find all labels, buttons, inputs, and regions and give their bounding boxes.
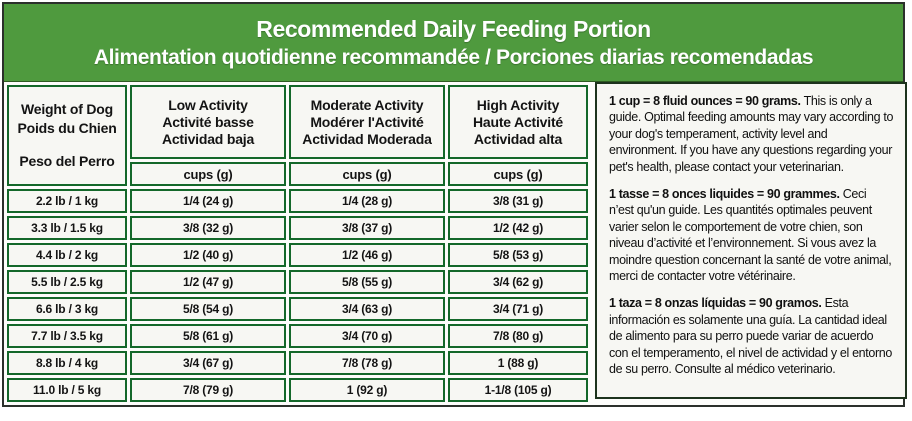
cell-moderate-activity: 1/2 (46 g) (289, 243, 445, 267)
moderate-activity-fr: Modérer l'Activité (310, 113, 424, 130)
note-english: 1 cup = 8 fluid ounces = 90 grams. This … (609, 93, 894, 175)
note-spanish: 1 taza = 8 onzas líquidas = 90 gramos. E… (609, 295, 894, 377)
banner: Recommended Daily Feeding Portion Alimen… (4, 4, 903, 82)
units-row: cups (g) cups (g) cups (g) (7, 162, 588, 186)
content-area: Weight of Dog Poids du Chien Peso del Pe… (4, 82, 907, 405)
note-english-lead: 1 cup = 8 fluid ounces = 90 grams. (609, 94, 801, 108)
header-row: Weight of Dog Poids du Chien Peso del Pe… (7, 85, 588, 186)
cell-weight: 5.5 lb / 2.5 kg (7, 270, 127, 294)
weight-header-es: Peso del Perro (19, 153, 115, 169)
cell-high-activity: 5/8 (53 g) (448, 243, 588, 267)
table-row: 3.3 lb / 1.5 kg 3/8 (32 g) 3/8 (37 g) 1/2 (… (7, 216, 588, 240)
low-activity-es: Actividad baja (161, 130, 255, 147)
banner-title-en: Recommended Daily Feeding Portion (256, 15, 651, 42)
cell-low-activity: 5/8 (61 g) (130, 324, 286, 348)
cell-moderate-activity: 1 (92 g) (289, 378, 445, 402)
notes-panel: 1 cup = 8 fluid ounces = 90 grams. This … (595, 82, 907, 399)
moderate-activity-es: Actividad Moderada (302, 130, 432, 147)
cell-weight: 7.7 lb / 3.5 kg (7, 324, 127, 348)
cell-weight: 3.3 lb / 1.5 kg (7, 216, 127, 240)
cell-low-activity: 5/8 (54 g) (130, 297, 286, 321)
cell-moderate-activity: 5/8 (55 g) (289, 270, 445, 294)
cell-low-activity: 3/8 (32 g) (130, 216, 286, 240)
cell-weight: 4.4 lb / 2 kg (7, 243, 127, 267)
feeding-guide-panel: Recommended Daily Feeding Portion Alimen… (2, 2, 907, 407)
table-row: 2.2 lb / 1 kg 1/4 (24 g) 1/4 (28 g) 3/8 (31… (7, 189, 588, 213)
column-header-low-activity: Low Activity Activité basse Actividad ba… (130, 85, 286, 159)
cell-high-activity: 3/4 (71 g) (448, 297, 588, 321)
cell-high-activity: 1/2 (42 g) (448, 216, 588, 240)
banner-title-fr-es: Alimentation quotidienne recommandée / P… (93, 45, 814, 69)
note-spanish-body: Esta información es solamente una guía. … (609, 296, 893, 377)
feeding-table: Weight of Dog Poids du Chien Peso del Pe… (4, 82, 591, 405)
weight-column-header: Weight of Dog Poids du Chien Peso del Pe… (7, 85, 127, 186)
cell-high-activity: 3/4 (62 g) (448, 270, 588, 294)
cell-weight: 11.0 lb / 5 kg (7, 378, 127, 402)
table-row: 6.6 lb / 3 kg 5/8 (54 g) 3/4 (63 g) 3/4 (71… (7, 297, 588, 321)
table-row: 7.7 lb / 3.5 kg 5/8 (61 g) 3/4 (70 g) 7/8 (… (7, 324, 588, 348)
cell-moderate-activity: 7/8 (78 g) (289, 351, 445, 375)
cell-high-activity: 1-1/8 (105 g) (448, 378, 588, 402)
high-activity-es: Actividad alta (473, 130, 563, 147)
cell-weight: 8.8 lb / 4 kg (7, 351, 127, 375)
cell-weight: 2.2 lb / 1 kg (7, 189, 127, 213)
table-row: 4.4 lb / 2 kg 1/2 (40 g) 1/2 (46 g) 5/8 (53… (7, 243, 588, 267)
table-row: 5.5 lb / 2.5 kg 1/2 (47 g) 5/8 (55 g) 3/4 (… (7, 270, 588, 294)
cell-moderate-activity: 1/4 (28 g) (289, 189, 445, 213)
cell-high-activity: 1 (88 g) (448, 351, 588, 375)
high-activity-en: High Activity (476, 96, 560, 113)
cell-high-activity: 7/8 (80 g) (448, 324, 588, 348)
cell-low-activity: 1/2 (40 g) (130, 243, 286, 267)
note-french-lead: 1 tasse = 8 onces liquides = 90 grammes. (609, 187, 840, 202)
low-activity-en: Low Activity (168, 96, 248, 113)
note-french-body: Ceci n’est qu'un guide. Les quantités op… (609, 187, 892, 284)
spacer (11, 138, 123, 152)
cell-low-activity: 1/4 (24 g) (130, 189, 286, 213)
cell-moderate-activity: 3/4 (70 g) (289, 324, 445, 348)
cell-weight: 6.6 lb / 3 kg (7, 297, 127, 321)
note-english-body: This is only a guide. Optimal feeding am… (609, 94, 894, 174)
cell-low-activity: 7/8 (79 g) (130, 378, 286, 402)
cell-high-activity: 3/8 (31 g) (448, 189, 588, 213)
low-activity-fr: Activité basse (162, 113, 254, 130)
units-high: cups (g) (448, 162, 588, 186)
column-header-moderate-activity: Moderate Activity Modérer l'Activité Act… (289, 85, 445, 159)
note-french: 1 tasse = 8 onces liquides = 90 grammes.… (609, 186, 894, 284)
moderate-activity-en: Moderate Activity (310, 96, 424, 113)
note-spanish-lead: 1 taza = 8 onzas líquidas = 90 gramos. (609, 296, 822, 311)
units-moderate: cups (g) (289, 162, 445, 186)
weight-header-en: Weight of Dog (20, 101, 113, 117)
table-row: 11.0 lb / 5 kg 7/8 (79 g) 1 (92 g) 1-1/8 (1… (7, 378, 588, 402)
cell-moderate-activity: 3/4 (63 g) (289, 297, 445, 321)
cell-low-activity: 3/4 (67 g) (130, 351, 286, 375)
cell-low-activity: 1/2 (47 g) (130, 270, 286, 294)
table-row: 8.8 lb / 4 kg 3/4 (67 g) 7/8 (78 g) 1 (88 g… (7, 351, 588, 375)
feeding-table-body: Weight of Dog Poids du Chien Peso del Pe… (7, 85, 588, 402)
units-low: cups (g) (130, 162, 286, 186)
column-header-high-activity: High Activity Haute Activité Actividad a… (448, 85, 588, 159)
high-activity-fr: Haute Activité (472, 113, 564, 130)
weight-header-fr: Poids du Chien (17, 120, 117, 136)
cell-moderate-activity: 3/8 (37 g) (289, 216, 445, 240)
